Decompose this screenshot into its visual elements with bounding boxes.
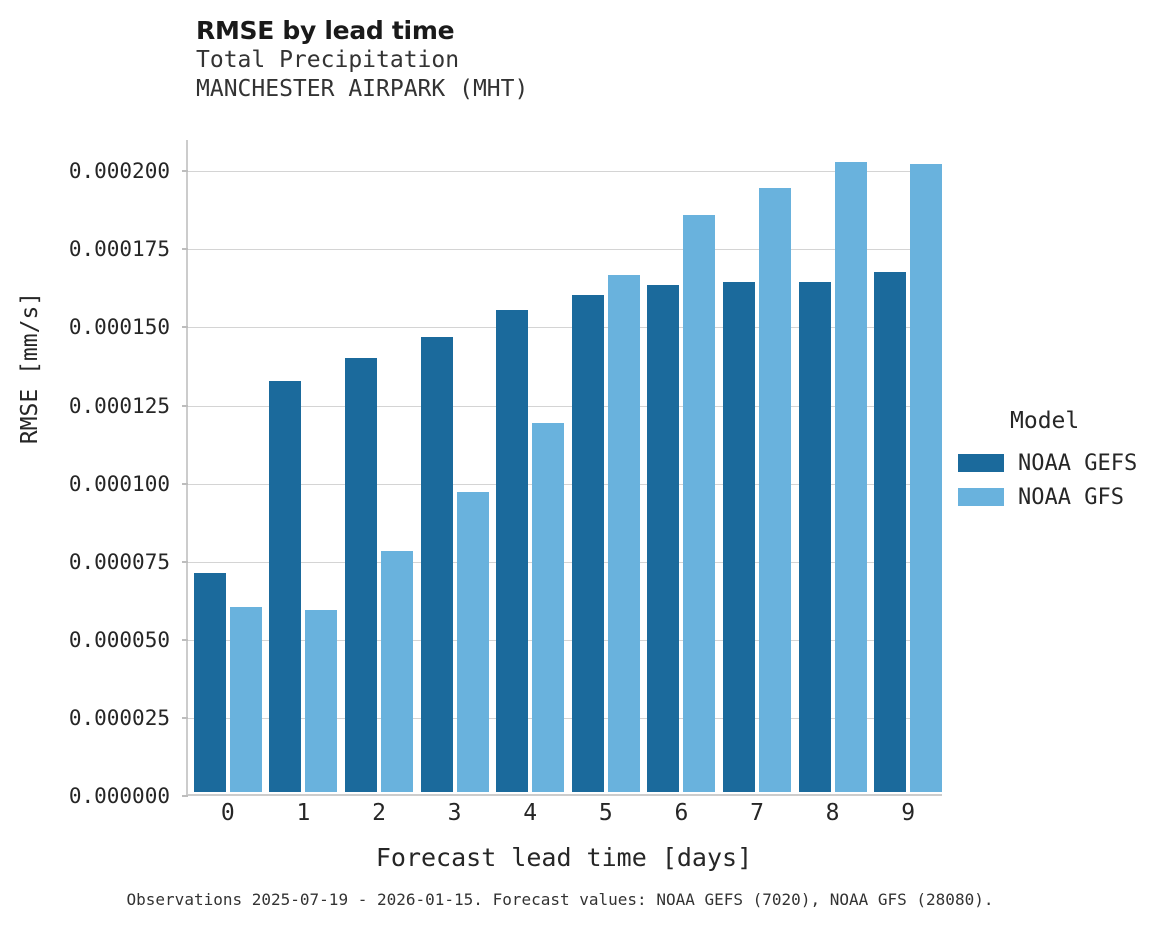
legend-swatch-icon <box>958 454 1004 472</box>
gridline <box>188 561 942 563</box>
chart-location-subtitle: MANCHESTER AIRPARK (MHT) <box>196 76 529 102</box>
legend-entries: NOAA GEFS NOAA GFS <box>958 446 1172 514</box>
bar-noaa-gefs-day-6[interactable] <box>647 285 680 792</box>
bar-noaa-gefs-day-8[interactable] <box>798 281 831 792</box>
y-axis-tick-label: 0.000150 <box>68 315 170 340</box>
legend-item[interactable]: NOAA GFS <box>958 480 1172 514</box>
gridline <box>188 405 942 407</box>
bar-noaa-gfs-day-0[interactable] <box>229 606 262 792</box>
gridline <box>188 249 942 251</box>
x-axis-tick-label: 3 <box>447 800 462 826</box>
bar-noaa-gfs-day-4[interactable] <box>532 423 565 792</box>
legend-swatch-icon <box>958 488 1004 506</box>
bar-noaa-gefs-day-1[interactable] <box>269 380 302 792</box>
y-axis-tick <box>182 795 188 797</box>
bar-noaa-gfs-day-6[interactable] <box>683 215 716 792</box>
x-axis-tick-label: 1 <box>296 800 311 826</box>
bar-noaa-gefs-day-9[interactable] <box>874 271 907 792</box>
bar-noaa-gfs-day-1[interactable] <box>305 609 338 792</box>
x-axis-tick-label: 5 <box>598 800 613 826</box>
x-axis-tick-label: 8 <box>825 800 840 826</box>
y-axis-tick <box>182 404 188 407</box>
y-axis-tick-label: 0.000125 <box>68 393 170 418</box>
legend: Model NOAA GEFS NOAA GFS <box>958 408 1172 514</box>
bar-noaa-gfs-day-3[interactable] <box>456 492 489 792</box>
legend-item-label: NOAA GFS <box>1018 484 1124 510</box>
x-axis-tick-label: 9 <box>901 800 916 826</box>
x-axis-tick-labels: 0 1 2 3 4 5 6 7 8 9 <box>188 800 942 834</box>
bar-noaa-gefs-day-7[interactable] <box>723 281 755 792</box>
bars-layer <box>190 140 943 792</box>
footer-note: Observations 2025-07-19 - 2026-01-15. Fo… <box>126 890 994 909</box>
y-axis-tick <box>182 560 188 563</box>
legend-title: Model <box>1010 408 1080 434</box>
x-axis-tick-label: 0 <box>220 800 235 826</box>
y-axis-tick <box>182 248 188 251</box>
y-axis-tick-label: 0.000050 <box>68 627 170 652</box>
y-axis-tick <box>182 638 188 641</box>
y-axis-tick-labels: 0.000000 0.000025 0.000050 0.000075 0.000100… <box>0 140 178 808</box>
x-axis-tick-label: 2 <box>372 800 386 826</box>
page-title: RMSE by lead time <box>196 16 455 45</box>
y-axis-tick <box>182 326 188 329</box>
x-axis-tick-label: 4 <box>523 800 538 826</box>
y-axis-tick-label: 0.000100 <box>68 471 170 496</box>
x-axis-title: Forecast lead time [days] <box>375 843 753 872</box>
bar-noaa-gefs-day-0[interactable] <box>193 573 226 792</box>
gridline <box>188 639 942 641</box>
legend-item[interactable]: NOAA GEFS <box>958 446 1172 480</box>
x-axis-tick-label: 6 <box>674 800 689 826</box>
chart-subtitle: Total Precipitation <box>196 47 460 73</box>
bar-noaa-gfs-day-5[interactable] <box>607 275 640 792</box>
bar-noaa-gefs-day-3[interactable] <box>420 336 453 792</box>
bar-noaa-gefs-day-5[interactable] <box>571 295 604 792</box>
y-axis-tick-label: 0.000175 <box>68 237 170 262</box>
x-axis-tick-label: 7 <box>750 800 764 826</box>
y-axis-tick-label: 0.000025 <box>68 705 170 730</box>
gridline <box>188 327 942 329</box>
bar-noaa-gefs-day-2[interactable] <box>345 357 377 792</box>
bar-noaa-gfs-day-8[interactable] <box>834 162 867 792</box>
gridline <box>188 171 942 173</box>
bar-noaa-gfs-day-2[interactable] <box>381 550 413 792</box>
y-axis-tick-label: 0.000200 <box>68 159 170 184</box>
legend-item-label: NOAA GEFS <box>1018 450 1138 476</box>
gridline <box>188 483 942 485</box>
y-axis-tick <box>182 716 188 719</box>
y-axis-tick-label: 0.000075 <box>68 549 170 574</box>
y-axis-tick-label: 0.000000 <box>68 784 170 808</box>
y-axis-tick <box>182 482 188 485</box>
gridline <box>188 717 942 719</box>
y-axis-tick <box>182 170 188 173</box>
bar-noaa-gfs-day-7[interactable] <box>759 188 791 792</box>
bar-noaa-gefs-day-4[interactable] <box>496 310 529 792</box>
title-block: RMSE by lead time Total Precipitation MA… <box>196 16 956 104</box>
bar-noaa-gfs-day-9[interactable] <box>910 164 943 792</box>
plot-area <box>182 140 943 797</box>
